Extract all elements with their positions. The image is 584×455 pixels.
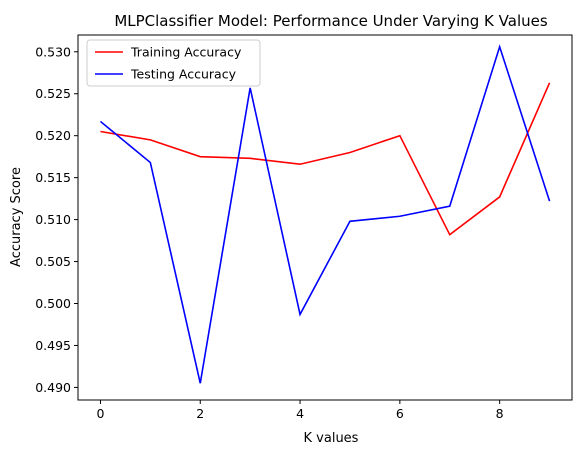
x-tick-label: 8 bbox=[496, 406, 504, 421]
legend-label: Training Accuracy bbox=[130, 45, 242, 60]
y-tick-label: 0.500 bbox=[35, 296, 71, 311]
x-tick-label: 2 bbox=[196, 406, 204, 421]
series-line-testing-accuracy bbox=[99, 44, 551, 384]
y-tick-label: 0.530 bbox=[35, 44, 71, 59]
y-axis-label: Accuracy Score bbox=[9, 167, 24, 267]
legend-box bbox=[86, 39, 261, 87]
chart-title: MLPClassifier Model: Performance Under V… bbox=[114, 12, 548, 30]
x-tick-label: 0 bbox=[96, 406, 104, 421]
x-tick-label: 4 bbox=[296, 406, 304, 421]
legend: Training Accuracy Testing Accuracy bbox=[86, 39, 261, 87]
y-tick-label: 0.490 bbox=[35, 380, 71, 395]
legend-label: Testing Accuracy bbox=[130, 67, 237, 82]
plot-area bbox=[99, 44, 551, 384]
y-tick-label: 0.495 bbox=[35, 338, 71, 353]
y-tick-label: 0.520 bbox=[35, 128, 71, 143]
x-axis-label: K values bbox=[304, 431, 359, 446]
y-tick-label: 0.505 bbox=[35, 254, 71, 269]
axes-frame bbox=[77, 34, 573, 401]
y-tick-label: 0.525 bbox=[35, 86, 71, 101]
y-tick-label: 0.515 bbox=[35, 170, 71, 185]
series-line-training-accuracy bbox=[100, 82, 551, 236]
x-tick-label: 6 bbox=[396, 406, 404, 421]
y-tick-label: 0.510 bbox=[35, 212, 71, 227]
